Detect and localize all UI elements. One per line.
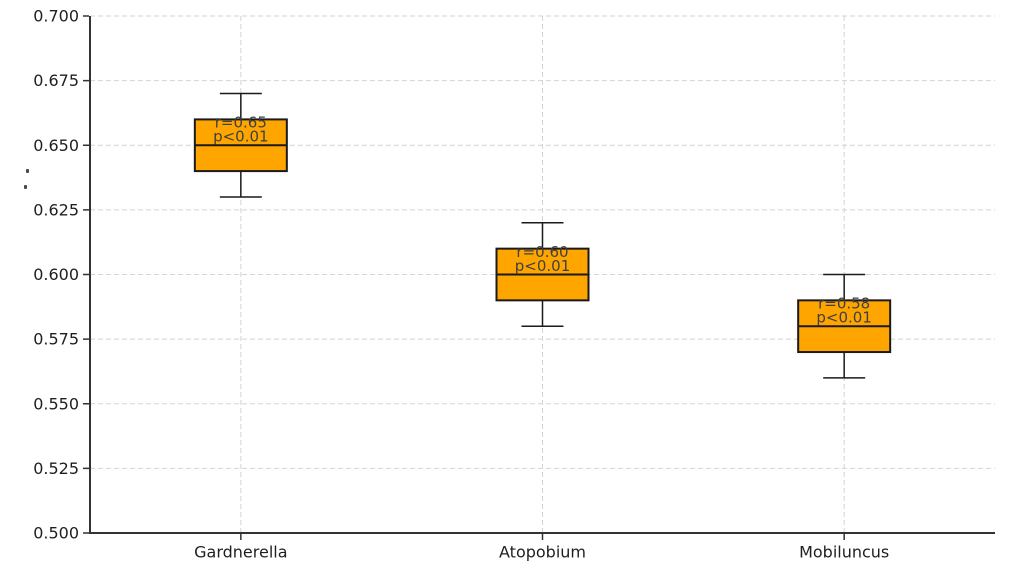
y-tick-label: 0.500 xyxy=(33,524,79,543)
y-tick-label: 0.675 xyxy=(33,71,79,90)
annotation-p-value: p<0.01 xyxy=(213,128,269,146)
y-tick-label: 0.575 xyxy=(33,330,79,349)
y-tick-label: 0.650 xyxy=(33,136,79,155)
x-category-label: Atopobium xyxy=(499,543,586,562)
x-category-label: Gardnerella xyxy=(194,543,287,562)
x-category-label: Mobiluncus xyxy=(799,543,889,562)
y-axis-label-clipped-fragment xyxy=(24,185,27,189)
y-tick-label: 0.600 xyxy=(33,265,79,284)
y-tick-label: 0.525 xyxy=(33,459,79,478)
annotation-p-value: p<0.01 xyxy=(515,257,571,275)
annotation-r-value: r=0.60 xyxy=(516,243,568,261)
y-tick-label: 0.625 xyxy=(33,200,79,219)
annotation-p-value: p<0.01 xyxy=(816,309,872,327)
annotation-r-value: r=0.58 xyxy=(818,295,870,313)
annotation-r-value: r=0.65 xyxy=(215,114,267,132)
y-tick-label: 0.550 xyxy=(33,394,79,413)
y-tick-label: 0.700 xyxy=(33,7,79,26)
y-axis-label-clipped-fragment xyxy=(26,169,29,173)
